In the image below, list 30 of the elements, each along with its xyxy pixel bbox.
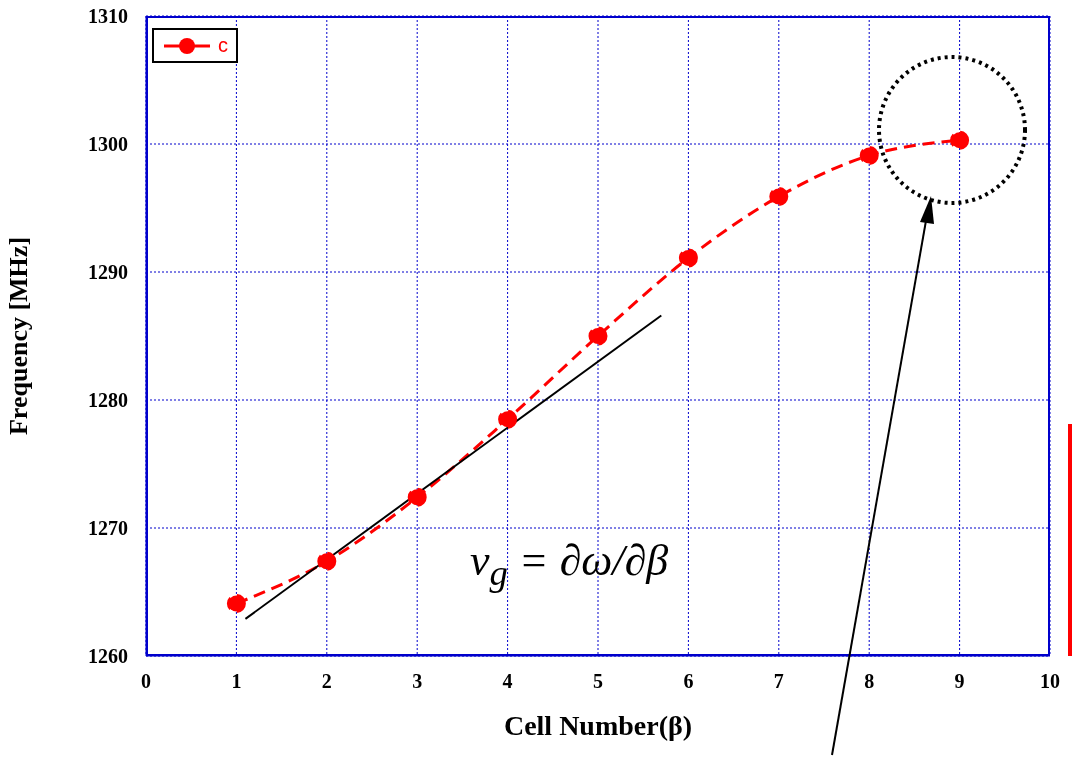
point xyxy=(859,146,879,166)
point xyxy=(588,326,608,346)
x-tick-label: 0 xyxy=(141,670,151,693)
x-tick-label: 9 xyxy=(954,670,965,693)
y-tick-label: 1280 xyxy=(88,389,128,412)
y-tick-label: 1290 xyxy=(88,261,128,284)
x-tick-label: 1 xyxy=(231,670,242,693)
legend-label: c xyxy=(218,34,228,57)
x-tick-label: 10 xyxy=(1040,670,1060,693)
x-tick-label: 7 xyxy=(773,670,784,693)
x-tick-label: 6 xyxy=(683,670,694,693)
y-axis-title: Frequency [MHz] xyxy=(4,236,34,436)
y-tick-label: 1260 xyxy=(88,645,128,668)
point xyxy=(950,130,970,150)
point xyxy=(317,551,337,571)
x-tick-label: 4 xyxy=(502,670,513,693)
point xyxy=(498,409,518,429)
x-tick-label: 2 xyxy=(321,670,332,693)
x-tick-label: 5 xyxy=(593,670,603,693)
point xyxy=(678,248,698,268)
y-tick-label: 1300 xyxy=(88,133,128,156)
point xyxy=(769,186,789,206)
annotation: v$_{g}$ = ∂ω/∂β xyxy=(470,535,669,594)
y-tick-label: 1270 xyxy=(88,517,128,540)
point xyxy=(226,594,246,614)
x-tick-label: 8 xyxy=(864,670,875,693)
y-tick-label: 1310 xyxy=(88,5,128,28)
point xyxy=(407,487,427,507)
x-axis-title: Cell Number(β) xyxy=(503,710,693,741)
x-tick-label: 3 xyxy=(412,670,423,693)
